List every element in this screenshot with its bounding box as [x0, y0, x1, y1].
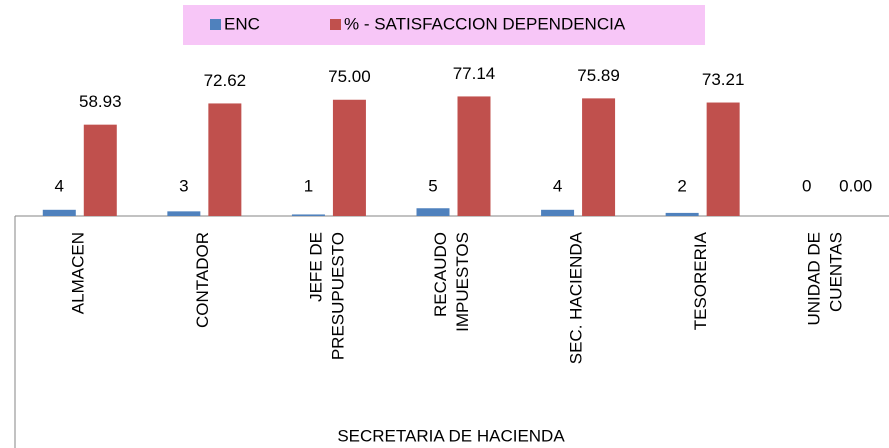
legend-swatch [330, 19, 341, 30]
data-label: 0 [802, 176, 811, 195]
legend-label: ENC [224, 14, 260, 33]
data-label: 1 [304, 176, 313, 195]
bar [706, 102, 740, 216]
legend-swatch [210, 19, 221, 30]
x-tick-label: JEFE DE PRESUPUESTO [307, 232, 348, 360]
bar [83, 124, 117, 216]
data-label: 73.21 [702, 70, 745, 89]
data-label: 75.89 [577, 66, 620, 85]
data-label: 75.00 [328, 67, 371, 86]
bar [582, 98, 616, 216]
data-label: 4 [553, 176, 562, 195]
bar [332, 99, 366, 216]
bar [416, 208, 450, 216]
x-tick-label: CONTADOR [193, 232, 212, 328]
x-axis-title: SECRETARIA DE HACIENDA [337, 426, 565, 445]
data-label: 0.00 [839, 176, 872, 195]
bar [42, 209, 76, 216]
data-label: 2 [677, 176, 686, 195]
bar [541, 209, 575, 216]
legend-box [183, 5, 705, 45]
x-tick-label: RECAUDO IMPUESTOS [431, 232, 472, 332]
x-tick-label: SEC. HACIENDA [567, 231, 586, 364]
data-label: 77.14 [453, 64, 496, 83]
bar [665, 212, 699, 216]
bar [208, 103, 242, 216]
data-label: 3 [179, 176, 188, 195]
legend-label: % - SATISFACCION DEPENDENCIA [344, 14, 626, 33]
bar [291, 214, 325, 216]
data-label: 58.93 [79, 92, 122, 111]
data-label: 5 [428, 176, 437, 195]
bar [457, 96, 491, 216]
data-label: 4 [55, 176, 64, 195]
x-tick-label: TESORERIA [692, 231, 711, 330]
data-label: 72.62 [204, 71, 247, 90]
x-tick-label: UNIDAD DE CUENTAS [805, 232, 846, 326]
bar [167, 211, 201, 216]
x-tick-label: ALMACEN [69, 232, 88, 314]
